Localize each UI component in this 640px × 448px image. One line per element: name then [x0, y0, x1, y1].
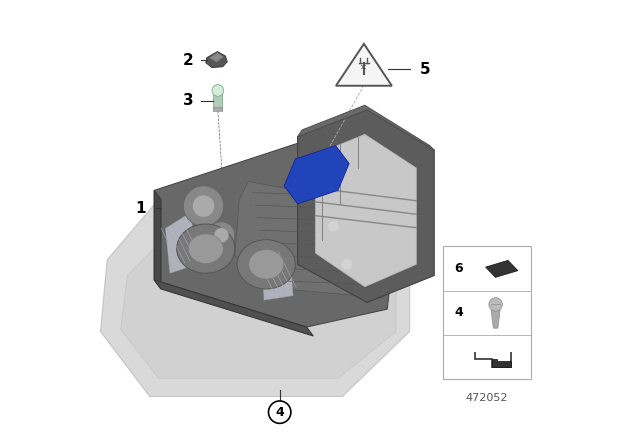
Polygon shape — [486, 260, 518, 277]
Circle shape — [193, 195, 214, 217]
Ellipse shape — [177, 224, 235, 273]
Polygon shape — [100, 172, 410, 396]
Text: 472052: 472052 — [465, 393, 508, 403]
Polygon shape — [491, 310, 500, 328]
Ellipse shape — [249, 250, 284, 279]
Polygon shape — [154, 139, 401, 327]
Polygon shape — [235, 181, 392, 298]
Circle shape — [184, 186, 224, 226]
Polygon shape — [209, 52, 224, 62]
Text: 1: 1 — [136, 201, 146, 216]
Ellipse shape — [188, 234, 223, 263]
Text: 4: 4 — [275, 405, 284, 419]
Polygon shape — [316, 134, 417, 287]
Polygon shape — [298, 105, 435, 150]
Bar — [213, 107, 222, 111]
Polygon shape — [121, 208, 396, 379]
Circle shape — [212, 85, 224, 96]
Circle shape — [208, 222, 235, 249]
Text: ✕: ✕ — [360, 63, 367, 72]
Text: 4: 4 — [454, 306, 463, 319]
Text: 3: 3 — [182, 93, 193, 108]
Circle shape — [214, 228, 229, 243]
Ellipse shape — [237, 240, 296, 289]
Circle shape — [328, 221, 339, 232]
Text: 2: 2 — [182, 53, 193, 68]
Polygon shape — [165, 213, 197, 273]
Polygon shape — [262, 244, 293, 300]
Polygon shape — [154, 280, 314, 336]
Polygon shape — [213, 94, 222, 110]
Polygon shape — [284, 146, 349, 204]
Polygon shape — [154, 190, 161, 289]
Circle shape — [489, 298, 502, 311]
Text: 6: 6 — [454, 263, 463, 276]
Polygon shape — [206, 52, 227, 68]
Bar — [443, 246, 531, 379]
Polygon shape — [298, 110, 435, 302]
Circle shape — [342, 259, 352, 270]
Circle shape — [269, 401, 291, 423]
Polygon shape — [336, 44, 392, 86]
Text: 5: 5 — [420, 62, 431, 77]
Polygon shape — [492, 359, 511, 366]
